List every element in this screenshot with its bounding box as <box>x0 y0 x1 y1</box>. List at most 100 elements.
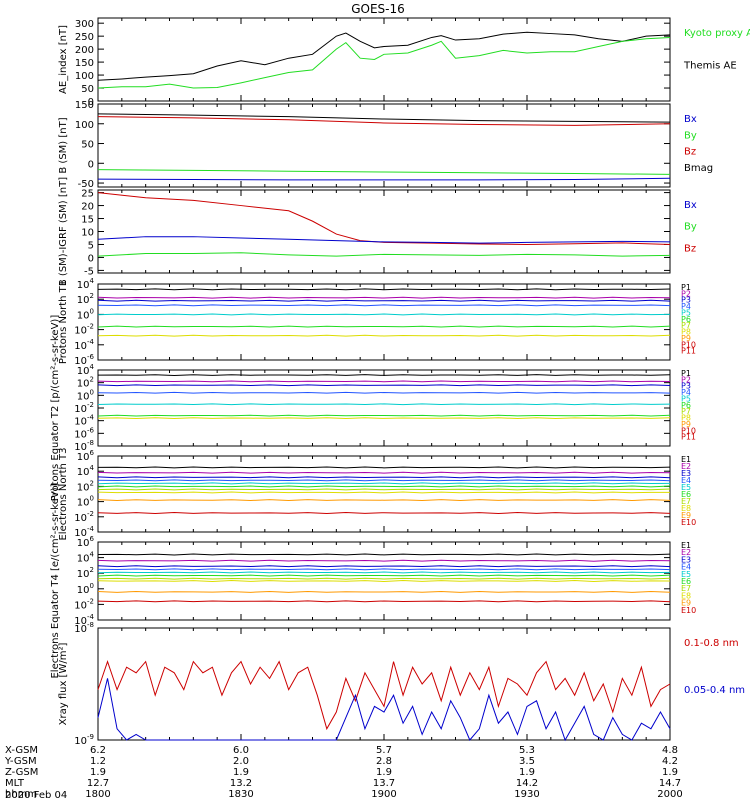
legend-entry: E2 <box>681 548 691 557</box>
y-tick-label: 10-2 <box>74 597 94 611</box>
y-axis-label: Electrons North T3 <box>58 447 69 540</box>
footer-date: 2020 Feb 04 <box>5 790 67 800</box>
legend-entry: E10 <box>681 606 696 615</box>
legend-entry: 0.1-0.8 nm <box>684 638 739 649</box>
footer-value: 14.2 <box>516 778 538 789</box>
footer-value: 2.0 <box>233 756 249 767</box>
flux-channel-line <box>97 414 671 417</box>
y-axis-label: B (SM)-IGRF (SM) [nT] <box>58 177 69 286</box>
legend-entry: P7 <box>681 321 691 330</box>
footer-value: 1800 <box>85 789 110 800</box>
y-tick-label: 10-2 <box>74 510 94 524</box>
y-tick-label: 102 <box>77 566 94 580</box>
y-tick-label: 106 <box>77 535 95 549</box>
y-axis-label: Protons North T1 <box>58 280 69 364</box>
series-line <box>97 113 671 123</box>
legend-entry: E4 <box>681 563 691 572</box>
legend-entry: P8 <box>681 414 691 423</box>
series-line <box>97 177 671 181</box>
footer-value: 13.2 <box>230 778 252 789</box>
panel-frame <box>97 627 671 741</box>
flux-channel-line <box>97 559 671 562</box>
flux-channel-line <box>97 313 671 316</box>
series-line <box>97 169 671 175</box>
flux-channel-line <box>97 485 671 488</box>
y-tick-label: 10-8 <box>74 621 94 635</box>
footer-value: 3.5 <box>519 756 535 767</box>
legend-entry: E7 <box>681 497 691 506</box>
footer-value: 1930 <box>514 789 539 800</box>
footer-value: 13.7 <box>373 778 395 789</box>
footer-row-label: MLT <box>5 778 25 789</box>
legend-entry: By <box>684 222 697 233</box>
y-tick-label: 100 <box>77 307 94 321</box>
y-tick-label: 5 <box>88 240 94 251</box>
flux-channel-line <box>97 417 671 420</box>
footer-row-label: X-GSM <box>5 745 38 756</box>
legend-entry: E9 <box>681 599 691 608</box>
footer-value: 1.2 <box>90 756 106 767</box>
flux-channel-line <box>97 403 671 406</box>
footer-value: 14.7 <box>659 778 681 789</box>
series-line <box>97 116 671 126</box>
flux-channel-line <box>97 577 671 580</box>
y-axis-label: Xray flux [W/m²] <box>58 643 69 726</box>
legend-entry: P10 <box>681 426 696 435</box>
panel-1: 150 100 50 0 -50 B (SM) [nT] Bx By Bz Bmag <box>58 100 713 190</box>
legend-entry: P11 <box>681 347 696 356</box>
legend-entry: P9 <box>681 334 691 343</box>
series-line <box>97 678 671 742</box>
flux-channel-line <box>97 574 671 577</box>
flux-channel-line <box>97 384 671 387</box>
flux-channel-line <box>97 488 671 491</box>
legend-entry: P11 <box>681 433 696 442</box>
y-axis-label: AE_index [nT] <box>58 25 69 94</box>
legend-entry: P4 <box>681 302 691 311</box>
flux-channel-line <box>97 491 671 494</box>
legend-entry: E5 <box>681 483 691 492</box>
flux-channel-line <box>97 568 671 571</box>
y-tick-label: 104 <box>77 551 95 565</box>
y-tick-label: 250 <box>75 32 94 43</box>
flux-channel-line <box>97 304 671 307</box>
y-tick-label: 200 <box>75 45 94 56</box>
y-tick-label: 10 <box>81 228 94 239</box>
footer-value: 5.3 <box>519 745 535 756</box>
y-tick-label: 50 <box>81 140 94 151</box>
legend-entry: E6 <box>681 490 691 499</box>
flux-channel-line <box>97 580 671 582</box>
legend-entry: P2 <box>681 375 691 384</box>
legend-entry: P5 <box>681 308 691 317</box>
panel-0: 300 250 200 150 100 50 0 AE_index [nT] Kyoto pro… <box>58 17 750 108</box>
legend-entry: P1 <box>681 369 691 378</box>
panel-frame <box>97 17 671 102</box>
y-tick-label: 10-2 <box>74 323 94 337</box>
y-tick-label: 100 <box>77 495 94 509</box>
series-line <box>97 660 671 731</box>
legend-entry: P1 <box>681 283 691 292</box>
footer-value: 1830 <box>228 789 253 800</box>
footer-value: 1900 <box>371 789 396 800</box>
footer-value: 4.2 <box>662 756 678 767</box>
footer-row-label: Z-GSM <box>5 767 38 778</box>
legend-entry: E5 <box>681 570 691 579</box>
y-axis-label: Electrons Equator T4 [e/(cm²-s-sr-keV)] <box>50 483 61 678</box>
y-tick-label: 0 <box>88 159 94 170</box>
ephemeris-footer: X-GSM 6.2 6.0 5.7 5.3 4.8 Y-GSM 1.2 2.0 2.8 3.5 4.2… <box>4 745 683 800</box>
legend-entry: E3 <box>681 555 691 564</box>
legend-entry: Bz <box>684 147 696 158</box>
legend-entry: By <box>684 130 697 141</box>
footer-value: 6.2 <box>90 745 106 756</box>
flux-channel-line <box>97 553 671 556</box>
footer-value: 4.8 <box>662 745 678 756</box>
y-tick-label: 104 <box>77 464 95 478</box>
footer-value: 1.9 <box>376 767 392 778</box>
legend-entry: E1 <box>681 541 691 550</box>
y-tick-label: 300 <box>75 19 94 30</box>
flux-channel-line <box>97 482 671 485</box>
flux-channel-line <box>97 391 671 394</box>
